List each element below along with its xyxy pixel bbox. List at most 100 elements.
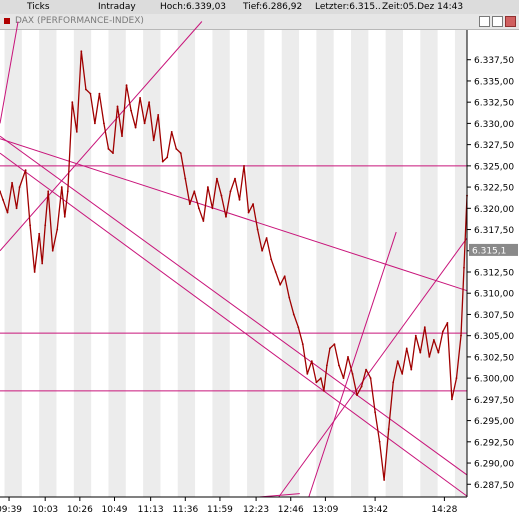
x-tick-label: 10:03 [32, 505, 58, 515]
y-tick-label: 6.325,00 [474, 162, 514, 172]
price-point [98, 92, 101, 95]
y-tick-label: 6.287,50 [474, 481, 514, 491]
ticks-button[interactable]: Ticks [27, 2, 50, 12]
price-point [157, 114, 160, 116]
x-tick-label: 09:39 [0, 505, 22, 515]
price-point [15, 207, 18, 210]
price-point [351, 372, 354, 375]
price-point [463, 266, 465, 269]
price-point [170, 130, 173, 133]
x-tick-label: 13:42 [362, 505, 388, 515]
last-price-label: 6.315,1 [469, 243, 518, 256]
price-point [229, 190, 232, 193]
intraday-button[interactable]: Intraday [98, 2, 136, 12]
x-axis: 09:39 10:03 10:26 10:49 11:13 11:36 11:59 12:23… [0, 497, 458, 515]
price-point [410, 368, 413, 371]
price-series [0, 50, 468, 481]
price-point [94, 122, 96, 125]
maximize-icon[interactable] [492, 16, 503, 27]
price-point [139, 97, 142, 99]
price-point [310, 360, 313, 363]
chart-frame [0, 30, 519, 519]
price-point [326, 364, 328, 367]
price-point [451, 398, 453, 401]
x-tick-label: 13:09 [312, 505, 338, 515]
close-icon[interactable] [505, 16, 516, 27]
price-point [130, 109, 132, 112]
x-tick-label: 11:36 [172, 505, 198, 515]
x-tick-label: 12:23 [243, 505, 269, 515]
price-point [414, 334, 417, 337]
time-band [385, 30, 403, 497]
price-point [288, 296, 291, 299]
time-band [108, 30, 126, 497]
price-point [297, 326, 300, 329]
price-point [179, 152, 182, 155]
window-icon [4, 18, 10, 24]
price-point [234, 177, 236, 180]
price-point [206, 186, 209, 188]
price-point [125, 84, 128, 87]
price-point [220, 194, 223, 197]
price-point [84, 88, 87, 91]
x-tick-label: 10:26 [67, 505, 93, 515]
price-point [347, 356, 349, 358]
price-point [441, 330, 444, 333]
price-point [396, 360, 399, 363]
price-point [116, 105, 119, 108]
price-point [356, 394, 358, 397]
time-band [281, 30, 300, 497]
price-point [360, 385, 363, 388]
y-tick-label: 6.310,00 [474, 290, 514, 300]
price-point [33, 271, 36, 273]
y-tick-label: 6.327,50 [474, 141, 514, 151]
window-controls [477, 16, 516, 27]
price-point [342, 377, 345, 380]
time-band [351, 30, 369, 497]
price-point [148, 101, 151, 104]
high-readout: Hoch:6.339,03 [160, 2, 227, 12]
price-point [238, 198, 241, 201]
y-axis: 6.287,50 6.290,00 6.292,50 6.295,00 6.297,50… [467, 56, 514, 491]
trendline [0, 152, 468, 497]
price-point [247, 211, 250, 214]
trendline [278, 237, 468, 498]
price-point [18, 186, 21, 188]
price-point [243, 164, 245, 167]
price-point [256, 228, 259, 231]
price-point [419, 351, 422, 354]
minimize-icon[interactable] [479, 16, 490, 27]
price-point [75, 130, 78, 133]
price-point [315, 381, 318, 384]
price-point [107, 147, 110, 150]
price-point [184, 177, 187, 180]
price-point [0, 190, 1, 193]
price-point [401, 372, 404, 375]
price-point [261, 249, 264, 252]
time-band [39, 30, 57, 497]
y-tick-label: 6.302,50 [474, 353, 514, 363]
price-point [428, 356, 431, 358]
time-band [454, 30, 467, 497]
y-tick-label: 6.292,50 [474, 438, 514, 448]
price-point [387, 428, 390, 430]
last-readout: Letzter:6.315.. [315, 2, 381, 12]
price-point [166, 156, 169, 159]
price-point [66, 190, 69, 193]
price-point [279, 283, 282, 286]
price-point [405, 347, 408, 350]
y-axis-background [468, 30, 519, 497]
price-point [378, 440, 381, 443]
x-tick-label: 11:13 [138, 505, 164, 515]
price-point [216, 177, 218, 180]
trendlines [0, 21, 468, 498]
horizontal-lines [0, 165, 467, 392]
y-tick-label: 6.337,50 [474, 56, 514, 66]
price-point [143, 122, 146, 125]
window-title: DAX (PERFORMANCE-INDEX) [15, 16, 144, 26]
price-point [112, 152, 114, 155]
time-bands [0, 30, 467, 497]
price-point [202, 220, 205, 222]
price-point [338, 364, 340, 367]
time-band [316, 30, 334, 497]
